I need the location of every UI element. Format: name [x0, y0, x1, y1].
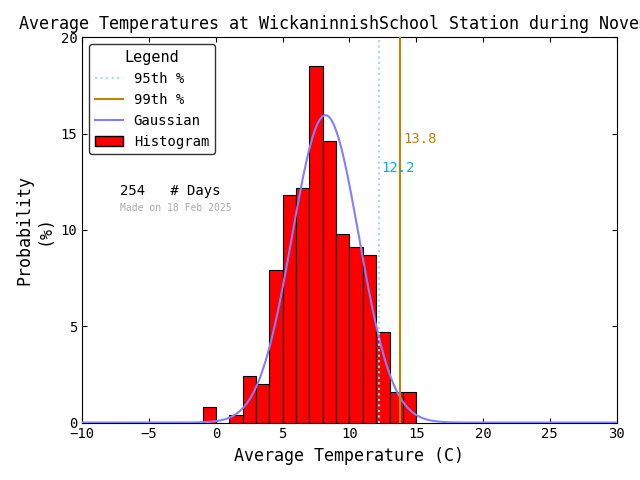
- Text: 13.8: 13.8: [403, 132, 436, 146]
- Bar: [376, 332, 390, 422]
- Bar: [283, 195, 296, 422]
- Bar: [243, 376, 256, 422]
- Bar: [390, 392, 403, 422]
- Bar: [403, 392, 416, 422]
- Bar: [363, 255, 376, 422]
- Bar: [349, 247, 363, 422]
- Title: Average Temperatures at WickaninnishSchool Station during November: Average Temperatures at WickaninnishScho…: [19, 15, 640, 33]
- Bar: [229, 415, 243, 422]
- Text: 254   # Days: 254 # Days: [120, 184, 220, 198]
- Bar: [323, 141, 336, 422]
- Bar: [309, 66, 323, 422]
- Bar: [269, 270, 283, 422]
- Bar: [256, 384, 269, 422]
- X-axis label: Average Temperature (C): Average Temperature (C): [234, 447, 465, 465]
- Bar: [296, 188, 309, 422]
- Text: Made on 18 Feb 2025: Made on 18 Feb 2025: [120, 203, 232, 213]
- Y-axis label: Probability
(%): Probability (%): [15, 175, 54, 285]
- Bar: [336, 234, 349, 422]
- Bar: [203, 407, 216, 422]
- Text: 12.2: 12.2: [381, 161, 415, 175]
- Legend: 95th %, 99th %, Gaussian, Histogram: 95th %, 99th %, Gaussian, Histogram: [90, 44, 214, 154]
